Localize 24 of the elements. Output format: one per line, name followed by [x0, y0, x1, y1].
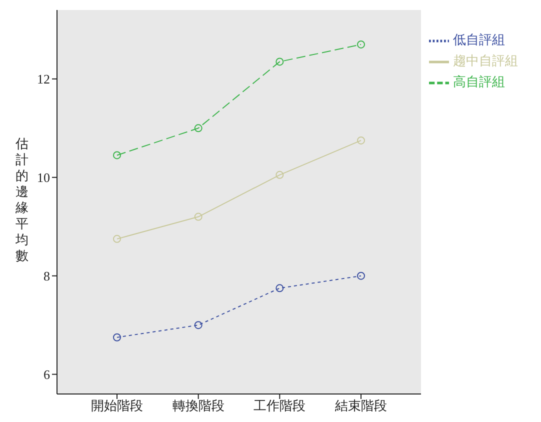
point: [357, 272, 365, 280]
x-tick-label: 轉換階段: [172, 398, 224, 414]
point: [194, 124, 202, 132]
point: [276, 284, 284, 292]
point: [194, 321, 202, 330]
y-tick-label: 6: [44, 366, 50, 382]
y-tick-label: 12: [37, 72, 50, 87]
x-tick-label: 開始階段: [91, 398, 143, 414]
point: [113, 234, 121, 243]
y-tick-label: 8: [44, 268, 50, 284]
point: [357, 136, 365, 144]
point: [194, 212, 202, 221]
point: [113, 151, 121, 160]
legend-label: 趨中自評組: [453, 53, 518, 68]
y-tick-label: 10: [37, 170, 50, 185]
legend-label: 低自評組: [453, 32, 505, 47]
point: [276, 58, 284, 66]
point: [276, 170, 284, 179]
x-tick-label: 工作階段: [254, 398, 306, 414]
legend-label: 高自評組: [453, 74, 505, 90]
point: [357, 40, 365, 48]
x-tick-label: 結束階段: [334, 398, 387, 414]
y-axis-title: 估計的邊緣平均數: [14, 136, 28, 263]
point: [113, 333, 121, 342]
